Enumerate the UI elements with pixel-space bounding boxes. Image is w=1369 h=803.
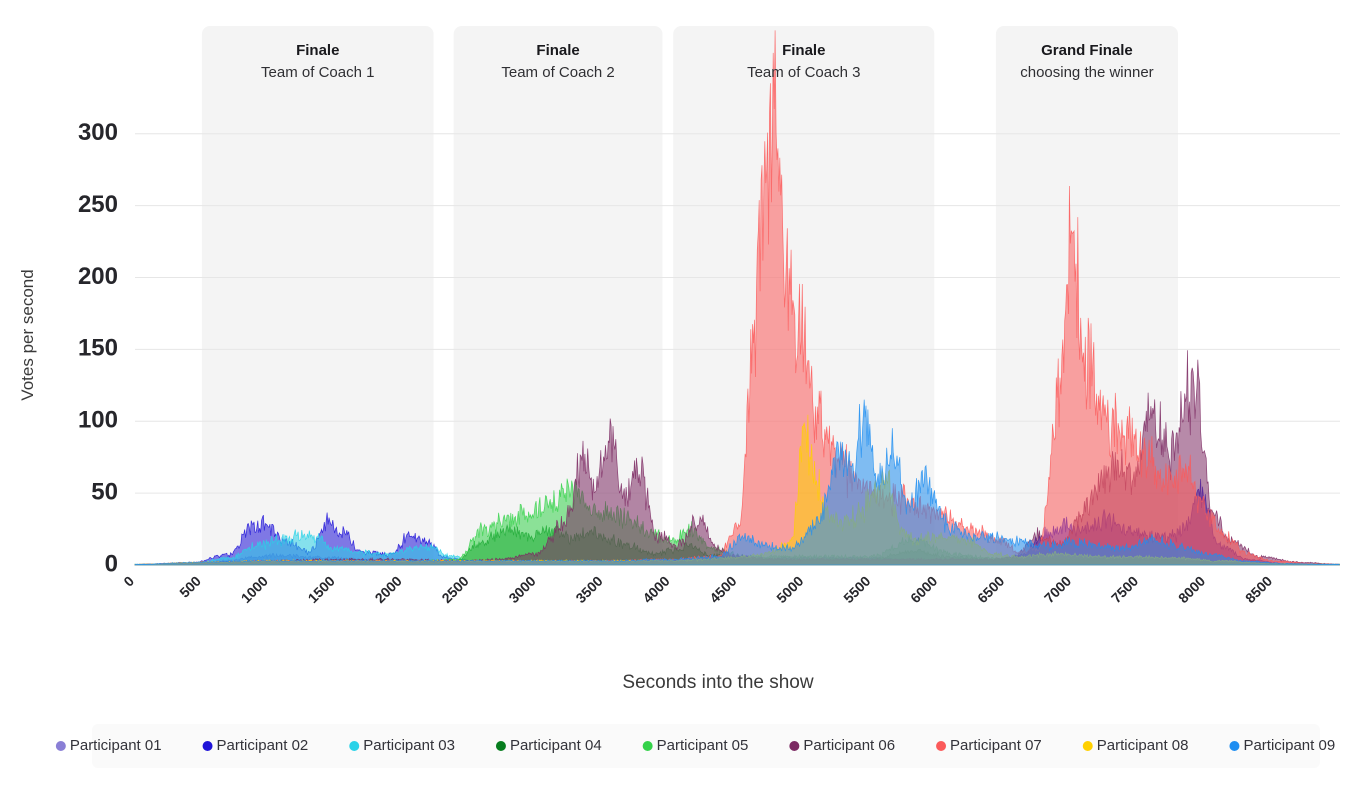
y-axis-label: Votes per second [18,269,37,400]
x-tick-label: 0 [120,573,137,590]
legend-swatch-icon [55,741,66,751]
legend-item[interactable]: Participant 05 [642,737,749,754]
x-tick-label: 1500 [305,573,338,606]
y-axis-ticks: 0 50 100 150 200 250 300 [78,119,118,577]
annotation-band-labels: Finale Team of Coach 1 Finale Team of Coach… [261,42,1154,81]
annotation-band [673,26,935,565]
annotation-band-title: Grand Finale [1041,42,1133,59]
annotation-band-title: Finale [536,42,579,59]
legend-item-label: Participant 01 [70,737,162,754]
x-tick-label: 6000 [907,573,940,606]
x-tick-label: 2500 [438,573,471,606]
x-tick-label: 5500 [840,573,873,606]
legend-swatch-icon [349,741,360,751]
series-area [134,399,1340,566]
x-tick-label: 1000 [238,573,271,606]
x-tick-label: 3500 [572,573,605,606]
legend-item[interactable]: Participant 04 [495,737,602,754]
legend-swatch-icon [1082,741,1093,751]
x-tick-label: 7500 [1108,573,1141,606]
x-tick-label: 8500 [1242,573,1275,606]
legend-swatch-icon [789,741,800,751]
legend-item-label: Participant 05 [657,737,749,754]
y-tick-label: 200 [78,263,118,290]
legend-background [92,724,1320,768]
x-tick-label: 3000 [505,573,538,606]
y-tick-label: 0 [105,550,118,577]
legend-item-label: Participant 02 [217,737,309,754]
legend-swatch-icon [202,741,213,751]
series-area [134,30,1340,566]
x-tick-label: 4500 [706,573,739,606]
legend-item[interactable]: Participant 01 [55,737,162,754]
x-tick-label: 6500 [974,573,1007,606]
x-tick-label: 8000 [1175,573,1208,606]
legend-swatch-icon [1229,741,1240,751]
legend-item-label: Participant 03 [363,737,455,754]
legend-item-label: Participant 07 [950,737,1042,754]
annotation-band-subtitle: Team of Coach 3 [747,64,860,81]
legend-item-label: Participant 04 [510,737,602,754]
annotation-band [201,26,434,565]
annotation-band-title: Finale [782,42,825,59]
legend-swatch-icon [642,741,653,751]
y-tick-label: 50 [91,478,118,505]
x-axis-label: Seconds into the show [622,672,813,693]
legend-item-label: Participant 09 [1243,737,1335,754]
legend-item-label: Participant 06 [803,737,895,754]
series-layer [134,30,1340,566]
x-tick-label: 5000 [773,573,806,606]
annotation-band-subtitle: Team of Coach 2 [501,64,614,81]
y-tick-label: 250 [78,191,118,218]
legend-item[interactable]: Participant 02 [202,737,309,754]
legend-item-label: Participant 08 [1097,737,1189,754]
legend-item[interactable]: Participant 08 [1082,737,1189,754]
y-tick-label: 100 [78,407,118,434]
annotation-band-subtitle: choosing the winner [1020,64,1153,81]
x-tick-label: 7000 [1041,573,1074,606]
x-tick-label: 500 [176,573,204,601]
y-tick-label: 300 [78,119,118,146]
legend-swatch-icon [495,741,506,751]
x-axis-ticks: 0 500 1000 1500 2000 2500 3000 3500 4000 4500 5000… [120,573,1275,606]
legend-item[interactable]: Participant 03 [349,737,455,754]
annotation-bands [201,26,1178,565]
annotation-band-subtitle: Team of Coach 1 [261,64,374,81]
legend-swatch-icon [936,741,947,751]
legend[interactable]: Participant 01 Participant 02 Participant … [55,737,1335,754]
legend-item[interactable]: Participant 07 [936,737,1042,754]
x-tick-label: 4000 [639,573,672,606]
x-tick-label: 2000 [372,573,405,606]
annotation-band-title: Finale [296,42,339,59]
legend-item[interactable]: Participant 09 [1229,737,1335,754]
y-tick-label: 150 [78,335,118,362]
legend-item[interactable]: Participant 06 [789,737,895,754]
